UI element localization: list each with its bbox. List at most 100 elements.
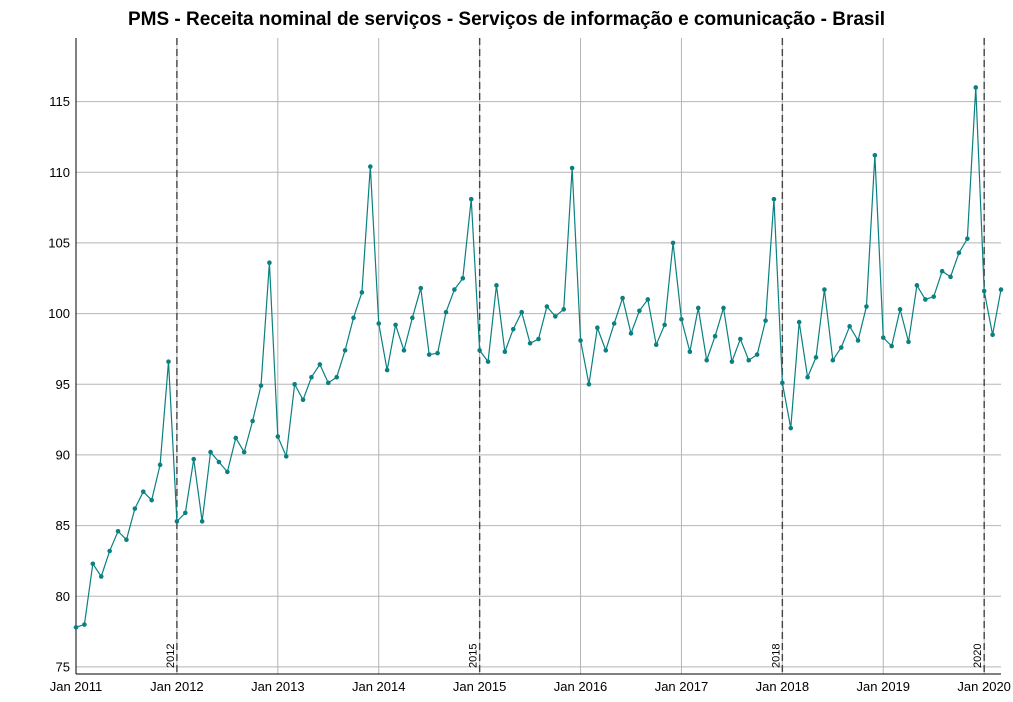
data-point (813, 355, 819, 360)
x-tick-label: Jan 2013 (251, 679, 305, 694)
x-tick-label: Jan 2012 (150, 679, 204, 694)
y-tick-label: 115 (49, 94, 70, 109)
data-point (300, 397, 306, 403)
data-point (721, 305, 726, 311)
y-tick-label: 85 (56, 518, 70, 533)
y-tick-label: 80 (56, 589, 70, 604)
x-tick-label: Jan 2020 (957, 679, 1011, 694)
data-point (544, 304, 550, 309)
data-point (864, 304, 869, 309)
data-point (208, 449, 213, 455)
data-point (393, 322, 398, 328)
data-point (586, 381, 592, 387)
data-point (628, 331, 634, 336)
data-point (174, 519, 180, 524)
data-point (822, 287, 827, 292)
y-tick-label: 90 (56, 447, 70, 462)
data-point (510, 326, 516, 332)
x-tick-label: Jan 2014 (352, 679, 406, 694)
y-tick-label: 105 (48, 235, 70, 250)
data-point (670, 240, 676, 246)
y-tick-label: 110 (49, 165, 70, 180)
data-point (611, 321, 617, 326)
data-point (376, 321, 382, 326)
data-point (695, 305, 701, 311)
data-point (317, 362, 323, 367)
data-point (830, 357, 836, 363)
data-point (889, 343, 894, 349)
data-point (948, 274, 953, 280)
data-point (468, 196, 474, 202)
data-point (687, 349, 693, 355)
y-tick-label: 75 (56, 659, 70, 674)
data-point (561, 307, 567, 312)
data-point (368, 164, 373, 169)
data-point (796, 319, 802, 325)
data-point (679, 316, 684, 322)
vertical-markers: 2012 2015 2018 2020 (165, 38, 985, 674)
data-point (90, 561, 96, 567)
data-point (275, 434, 281, 439)
data-point (267, 260, 272, 266)
data-point (939, 268, 945, 274)
x-tick-label: Jan 2017 (655, 679, 709, 694)
data-point (956, 250, 962, 256)
data-point (973, 85, 979, 90)
data-point (527, 340, 533, 346)
data-point (124, 537, 129, 543)
data-point (477, 348, 482, 353)
data-point (662, 322, 667, 328)
data-point (780, 380, 785, 386)
data-point (519, 309, 524, 315)
data-point (258, 383, 264, 388)
data-point (637, 308, 642, 314)
data-point (82, 622, 87, 627)
data-point (384, 367, 390, 373)
data-point (494, 283, 499, 288)
y-tick-label: 95 (56, 377, 70, 392)
x-tick-label: Jan 2016 (554, 679, 608, 694)
data-point (880, 335, 886, 340)
data-point (998, 287, 1004, 292)
data-point (763, 318, 768, 323)
data-point (502, 349, 508, 355)
data-point (401, 348, 407, 353)
x-tick-label: Jan 2019 (857, 679, 911, 694)
data-point (990, 332, 995, 338)
data-point (283, 454, 289, 459)
x-tick-label: Jan 2011 (50, 679, 103, 694)
data-point (729, 359, 735, 364)
data-point (359, 290, 365, 295)
axis-layer: 75 80 85 90 95 100 105 110 115 Jan 2011 Jan 2012 Ja… (48, 38, 1011, 694)
data-point (906, 339, 911, 345)
data-point (603, 348, 609, 353)
data-point (351, 315, 356, 321)
data-point (712, 333, 718, 339)
data-point (805, 374, 810, 380)
data-point (225, 469, 230, 475)
data-point (199, 519, 205, 524)
data-point (645, 297, 651, 302)
data-point (578, 338, 583, 343)
data-point (746, 357, 752, 363)
grid-layer (75, 38, 1001, 674)
data-point (325, 380, 331, 386)
x-tick-label: Jan 2018 (756, 679, 810, 694)
series-line (75, 87, 1002, 628)
data-point (838, 345, 844, 350)
data-point (241, 449, 247, 455)
data-point (191, 456, 197, 462)
data-point (443, 309, 449, 315)
data-point (923, 297, 928, 302)
x-tick-label: Jan 2015 (453, 679, 507, 694)
data-point (149, 497, 154, 503)
data-point (233, 435, 239, 441)
data-point (309, 374, 314, 380)
data-point (738, 336, 743, 342)
data-point (73, 625, 79, 630)
data-point (418, 285, 424, 291)
data-point (115, 528, 121, 534)
data-point (855, 338, 861, 343)
